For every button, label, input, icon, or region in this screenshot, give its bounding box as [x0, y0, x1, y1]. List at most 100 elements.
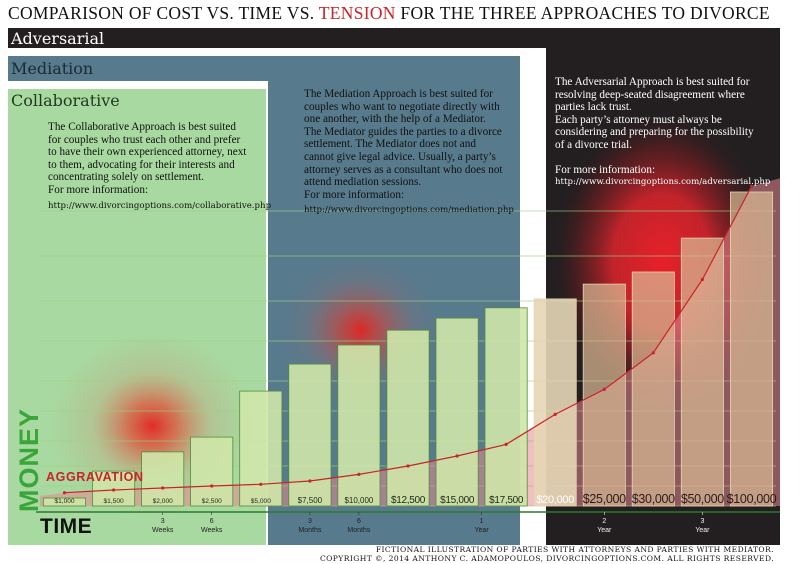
aggravation-point-9 — [504, 442, 508, 446]
aggravation-point-10 — [553, 412, 557, 416]
adversarial-line-4: Each party’s attorney must always be — [555, 113, 722, 126]
title-part-2: FOR THE THREE APPROACHES TO DIVORCE — [395, 3, 770, 23]
mediation-label: Mediation — [11, 59, 94, 78]
adversarial-line-6: of a divorce trial. — [555, 138, 633, 151]
mediation-line-6: cannot give legal advice. Usually, a par… — [304, 150, 496, 163]
bar-14 — [730, 191, 774, 507]
time-tick-label-6-1: Year — [695, 527, 710, 534]
aggravation-point-13 — [700, 277, 705, 282]
bar-2 — [141, 451, 185, 507]
bar-label-9: $17,500 — [489, 495, 524, 506]
mediation-line-2: couples who want to negotiate directly w… — [304, 100, 500, 113]
mediation-line-7: attorney serves as a consultant who does… — [304, 163, 503, 176]
bar-label-8: $15,000 — [440, 495, 475, 506]
mediation-url-link[interactable]: http://www.divorcingoptions.com/mediatio… — [304, 205, 514, 216]
aggravation-point-8 — [455, 454, 459, 458]
adversarial-line-3: parties lack trust. — [555, 101, 632, 114]
bar-12 — [631, 271, 675, 507]
aggravation-point-1 — [112, 488, 116, 492]
time-ticks: 3 Weeks 6 Weeks 3 Months 6 Months 1 Year 2 Year 3 Yea… — [152, 512, 710, 534]
aggravation-point-5 — [308, 479, 312, 483]
x-axis-label: TIME — [40, 515, 92, 538]
bar-13 — [680, 237, 724, 507]
aggravation-point-12 — [651, 351, 655, 355]
bar-label-7: $12,500 — [391, 495, 426, 506]
bar-9 — [484, 307, 528, 507]
aggravation-point-2 — [161, 486, 165, 490]
aggravation-point-6 — [357, 472, 361, 476]
adversarial-more-info: For more information: — [555, 163, 656, 176]
mediation-more-info: For more information: — [304, 188, 405, 201]
time-tick-label-5-1: Year — [597, 527, 612, 534]
bar-10 — [533, 298, 577, 507]
time-tick-label-1-1: Weeks — [201, 527, 223, 534]
bar-0 — [43, 497, 87, 507]
footer: FICTIONAL ILLUSTRATION OF PARTIES WITH A… — [319, 545, 774, 564]
bar-label-13: $50,000 — [681, 492, 724, 506]
bar-label-11: $25,000 — [583, 492, 626, 506]
time-tick-label-3-0: 6 — [357, 518, 361, 525]
time-tick-label-2-1: Months — [298, 527, 321, 534]
aggravation-point-11 — [602, 387, 606, 391]
collab-more-info: For more information: — [48, 183, 149, 196]
collab-line-1: The Collaborative Approach is best suite… — [48, 121, 236, 133]
time-tick-label-2-0: 3 — [308, 518, 312, 525]
bar-8 — [435, 317, 479, 507]
time-tick-label-3-1: Months — [347, 527, 370, 534]
bar-label-12: $30,000 — [632, 492, 675, 506]
bar-label-1: $1,500 — [104, 498, 125, 505]
bar-label-10: $20,000 — [536, 494, 574, 506]
time-tick-label-4-0: 1 — [480, 518, 484, 525]
bar-7 — [386, 329, 430, 507]
bar-label-2: $2,000 — [153, 498, 174, 505]
bar-label-3: $2,500 — [202, 498, 223, 505]
aggravation-points — [62, 184, 754, 495]
chart-title: COMPARISON OF COST VS. TIME VS. TENSION … — [8, 3, 770, 24]
collaborative-header-band — [8, 89, 266, 113]
adversarial-label: Adversarial — [11, 29, 105, 48]
aggravation-point-0 — [62, 491, 67, 495]
time-tick-label-0-1: Weeks — [152, 527, 174, 534]
adversarial-line-5: considering and preparing for the possib… — [555, 126, 754, 139]
collaborative-description: The Collaborative Approach is best suite… — [48, 121, 272, 212]
bar-label-5: $7,500 — [298, 496, 323, 505]
adversarial-description: The Adversarial Approach is best suited … — [555, 76, 777, 189]
time-tick-label-0-0: 3 — [161, 518, 165, 525]
mediation-line-1: The Mediation Approach is best suited fo… — [304, 88, 493, 100]
mediation-description: The Mediation Approach is best suited fo… — [304, 88, 519, 217]
collab-line-3: to have their own experienced attorney, … — [48, 146, 247, 159]
title-part-1: COMPARISON OF COST VS. TIME VS. — [8, 3, 319, 23]
collab-line-5: concentrating solely on settlement. — [48, 171, 204, 184]
collab-line-4: to them, advocating for their interests … — [48, 158, 235, 171]
mediation-line-5: settlement. The Mediator does not and — [304, 138, 476, 151]
title-highlight: TENSION — [318, 3, 396, 23]
y-axis-label: MONEY — [14, 408, 44, 512]
footer-copyright: COPYRIGHT ©, 2014 ANTHONY C. ADAMOPOULOS… — [319, 553, 774, 563]
aggravation-label: AGGRAVATION — [46, 470, 144, 484]
aggravation-point-7 — [406, 464, 410, 468]
aggravation-point-14 — [749, 184, 754, 188]
mediation-line-3: one another, with the help of a Mediator… — [304, 113, 486, 126]
adversarial-url-link[interactable]: http://www.divorcingoptions.com/adversar… — [555, 177, 771, 188]
time-tick-label-4-1: Year — [475, 527, 490, 534]
bar-label-4: $5,000 — [251, 498, 272, 505]
mediation-line-4: The Mediator guides the parties to a div… — [304, 125, 502, 138]
bar-label-0: $1,000 — [54, 498, 75, 505]
footer-disclaimer: FICTIONAL ILLUSTRATION OF PARTIES WITH A… — [375, 545, 774, 554]
time-tick-label-5-0: 2 — [602, 518, 606, 525]
time-tick-label-1-0: 6 — [210, 518, 214, 525]
bar-11 — [582, 283, 626, 507]
adversarial-line-1: The Adversarial Approach is best suited … — [555, 76, 750, 88]
bar-label-14: $100,000 — [727, 492, 777, 506]
bar-5 — [288, 363, 332, 507]
collab-line-2: for couples who trust each other and pre… — [48, 133, 241, 146]
bar-label-6: $10,000 — [344, 496, 373, 505]
collaborative-label: Collaborative — [11, 91, 120, 110]
aggravation-point-3 — [210, 484, 214, 488]
time-tick-label-6-0: 3 — [700, 518, 704, 525]
adversarial-header-band — [8, 28, 780, 48]
collab-url-link[interactable]: http://www.divorcingoptions.com/collabor… — [48, 200, 272, 211]
cost-bars: $1,000 $1,500 $2,000 $2,500 $5,000 $7,500 $10,… — [43, 191, 777, 507]
mediation-line-8: attend mediation sessions. — [304, 176, 422, 189]
